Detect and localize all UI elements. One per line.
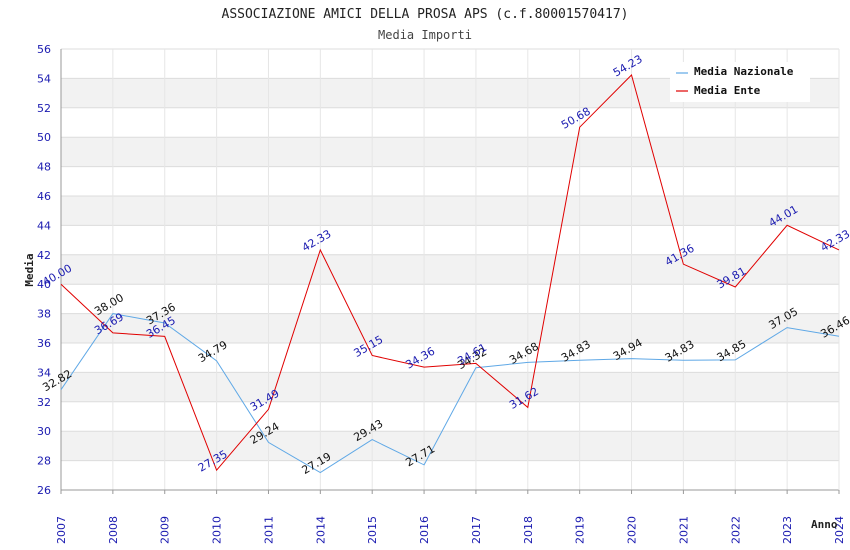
x-tick-label: 2008 xyxy=(107,516,120,544)
y-tick-label: 50 xyxy=(37,131,51,144)
chart-title: ASSOCIAZIONE AMICI DELLA PROSA APS (c.f.… xyxy=(222,7,629,22)
x-tick-label: 2018 xyxy=(522,516,535,544)
x-tick-label: 2014 xyxy=(314,516,327,544)
data-label-media-ente: 42.33 xyxy=(818,227,850,254)
chart-subtitle: Media Importi xyxy=(378,28,472,42)
legend-box xyxy=(670,62,810,102)
y-tick-label: 46 xyxy=(37,190,51,203)
y-tick-label: 48 xyxy=(37,161,51,174)
x-tick-label: 2010 xyxy=(211,516,224,544)
y-tick-label: 40 xyxy=(37,278,51,291)
y-tick-label: 32 xyxy=(37,396,51,409)
x-tick-label: 2007 xyxy=(55,516,68,544)
grid-band xyxy=(61,137,839,167)
axes xyxy=(60,49,840,494)
x-tick-label: 2024 xyxy=(833,516,846,544)
data-label-media-ente: 50.68 xyxy=(559,105,593,132)
x-tick-label: 2009 xyxy=(159,516,172,544)
grid-bands xyxy=(61,78,839,461)
series-line-media-ente xyxy=(60,74,840,472)
x-tick-label: 2011 xyxy=(262,516,275,544)
y-tick-label: 36 xyxy=(37,337,51,350)
y-tick-label: 52 xyxy=(37,102,51,115)
y-tick-label: 44 xyxy=(37,219,51,232)
y-tick-label: 54 xyxy=(37,72,51,85)
y-tick-label: 42 xyxy=(37,249,51,262)
data-label-media-ente: 42.33 xyxy=(300,227,334,254)
legend: Media Nazionale Media Ente xyxy=(670,62,810,102)
grid-band xyxy=(61,196,839,226)
legend-label-media-ente: Media Ente xyxy=(694,84,761,97)
x-axis-label: Anno xyxy=(811,518,838,531)
x-tick-labels: 2007 2008 2009 2010 2011 2014 2015 2016 2017 2018… xyxy=(55,516,846,544)
y-tick-label: 38 xyxy=(37,308,51,321)
x-tick-label: 2023 xyxy=(781,516,794,544)
y-tick-labels: 26 28 30 32 34 36 38 40 42 44 46 48 50 52 54 56 xyxy=(37,43,51,497)
series-line-media-nazionale xyxy=(60,313,840,474)
grid-band xyxy=(61,431,839,461)
y-tick-label: 30 xyxy=(37,425,51,438)
legend-label-media-nazionale: Media Nazionale xyxy=(694,65,794,78)
grid-band xyxy=(61,372,839,402)
y-tick-label: 26 xyxy=(37,484,51,497)
y-tick-label: 56 xyxy=(37,43,51,56)
x-tick-label: 2020 xyxy=(626,516,639,544)
x-tick-label: 2022 xyxy=(729,516,742,544)
data-label-media-ente: 34.36 xyxy=(403,345,437,372)
y-tick-label: 28 xyxy=(37,455,51,468)
x-tick-label: 2017 xyxy=(470,516,483,544)
x-tick-label: 2021 xyxy=(677,516,690,544)
x-tick-label: 2015 xyxy=(366,516,379,544)
grid-band xyxy=(61,313,839,343)
x-tick-label: 2019 xyxy=(574,516,587,544)
data-label-media-ente: 54.23 xyxy=(611,52,645,79)
series-lines xyxy=(60,74,840,474)
y-axis-label: Media xyxy=(23,253,36,286)
y-tick-label: 34 xyxy=(37,366,51,379)
x-tick-label: 2016 xyxy=(418,516,431,544)
grid-band xyxy=(61,254,839,285)
